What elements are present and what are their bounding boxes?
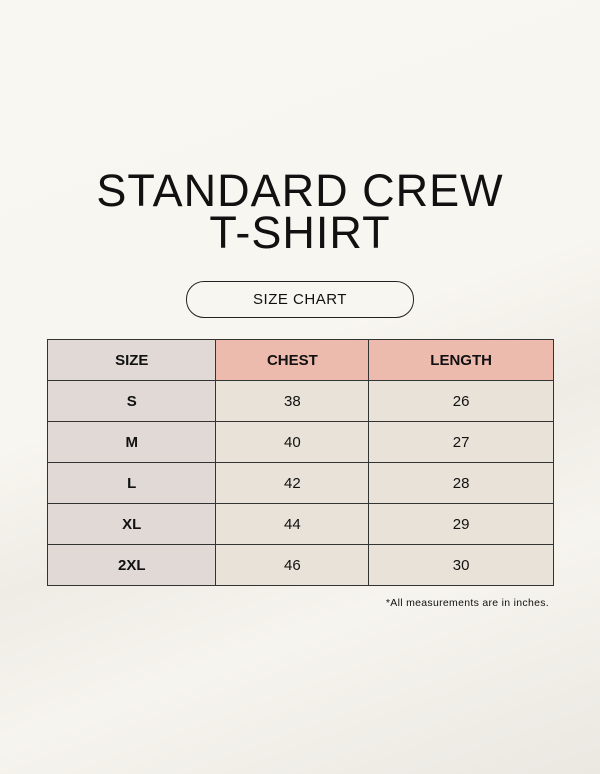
value-cell: 26 [368,380,554,422]
value-cell: 27 [368,421,554,463]
column-header: CHEST [215,339,370,381]
size-chart-badge: SIZE CHART [186,281,414,318]
table-row: S 38 26 [46,380,554,422]
column-header: LENGTH [368,339,554,381]
value-cell: 40 [215,421,370,463]
size-cell: 2XL [46,544,217,586]
size-cell: L [46,462,217,504]
value-cell: 29 [368,503,554,545]
measurement-note: *All measurements are in inches. [385,597,549,609]
value-cell: 38 [215,380,370,422]
title-line-1: STANDARD CREW [96,165,504,216]
table-row: M 40 27 [46,421,554,463]
table-row: L 42 28 [46,462,554,504]
table-row: XL 44 29 [46,503,554,545]
value-cell: 42 [215,462,370,504]
table-row: 2XL 46 30 [46,544,554,586]
value-cell: 44 [215,503,370,545]
value-cell: 30 [368,544,554,586]
value-cell: 46 [215,544,370,586]
size-cell: XL [46,503,217,545]
header-row: SIZE CHEST LENGTH [46,339,554,381]
value-cell: 28 [368,462,554,504]
title-line-2: T-SHIRT [209,207,391,258]
size-table: SIZE CHEST LENGTH S 38 26 M 40 27 L 42 28 XL 44 29 2XL 4… [46,339,554,586]
page-title: STANDARD CREW T-SHIRT [0,165,600,258]
column-header: SIZE [46,339,217,381]
size-cell: S [46,380,217,422]
size-cell: M [46,421,217,463]
